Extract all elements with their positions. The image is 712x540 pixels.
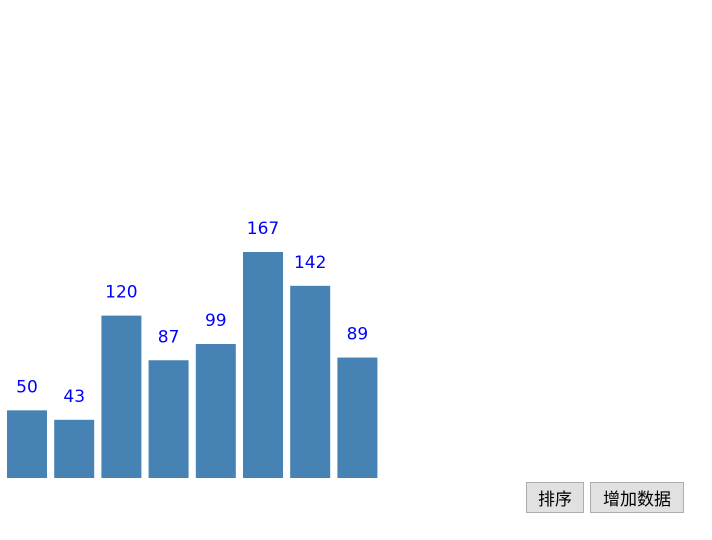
- value-label: 142: [294, 253, 326, 273]
- add-data-button[interactable]: 增加数据: [590, 482, 684, 513]
- value-label: 50: [16, 377, 38, 397]
- bar: [290, 285, 331, 478]
- value-label: 43: [63, 387, 85, 407]
- bar: [7, 410, 47, 478]
- bar: [243, 252, 283, 478]
- bar: [195, 344, 236, 478]
- bar: [337, 357, 378, 478]
- sort-button[interactable]: 排序: [526, 482, 584, 513]
- bar: [101, 315, 142, 478]
- value-label: 167: [247, 219, 279, 239]
- value-label: 89: [347, 325, 369, 345]
- value-label: 99: [205, 311, 227, 331]
- bar: [148, 360, 189, 478]
- chart: 50 43 120 87 99 167 142 89: [7, 219, 378, 478]
- value-label: 87: [158, 327, 180, 347]
- value-label: 120: [105, 283, 137, 303]
- bar: [54, 419, 95, 478]
